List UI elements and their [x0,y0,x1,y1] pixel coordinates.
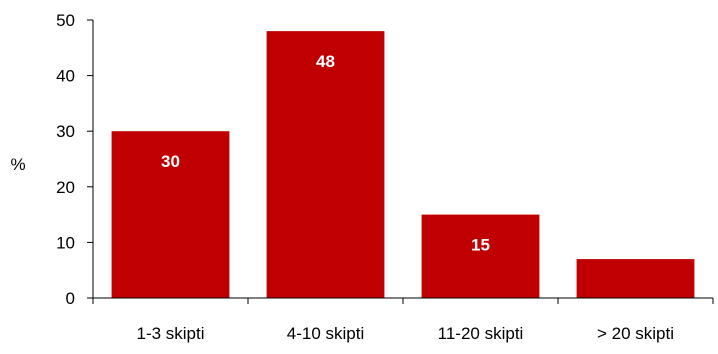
y-tick-label: 50 [56,11,75,30]
bars: 30 48 15 [111,31,695,299]
data-label: 48 [316,52,335,71]
y-tick-label: 10 [56,233,75,252]
bar [111,131,230,298]
y-axis: 0 10 20 30 40 50 [56,11,94,308]
y-tick-label: 40 [56,67,75,86]
x-tick-label: 4-10 skipti [287,324,364,343]
x-tick-label: 1-3 skipti [136,324,204,343]
x-tick-label: 11-20 skipti [438,324,524,343]
y-tick-label: 0 [66,289,75,308]
y-axis-label: % [10,155,25,174]
x-tick-label: > 20 skipti [597,324,674,343]
data-label: 15 [471,236,490,255]
y-tick-label: 30 [56,122,75,141]
bar [576,259,695,298]
data-label: 30 [161,152,180,171]
bar [266,31,385,299]
y-tick-label: 20 [56,178,75,197]
x-axis: 1-3 skipti 4-10 skipti 11-20 skipti > 20 sk… [92,297,714,343]
bar [421,214,540,298]
